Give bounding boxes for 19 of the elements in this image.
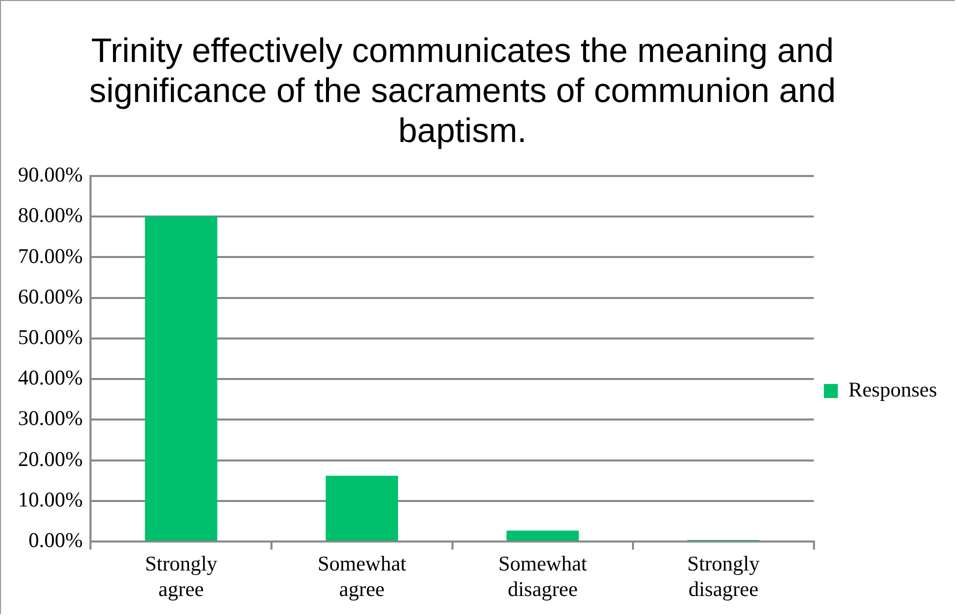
y-tick-label: 30.00% [18, 406, 83, 430]
y-tick-label: 70.00% [18, 244, 83, 268]
y-tick-label: 90.00% [18, 162, 83, 187]
y-tick-label: 80.00% [18, 203, 83, 228]
y-tick-label: 60.00% [18, 284, 83, 308]
y-tick-label: 0.00% [28, 528, 83, 552]
y-tick-label: 20.00% [18, 446, 83, 471]
legend-label: Responses [848, 378, 938, 402]
y-tick-label: 50.00% [18, 325, 83, 350]
x-tick-label: Strongly disagree [687, 552, 760, 601]
x-tick-label: Strongly agree [144, 552, 218, 601]
bar [326, 476, 398, 541]
y-tick-label: 10.00% [18, 487, 83, 512]
bar [506, 530, 579, 541]
bar [144, 216, 218, 541]
chart-title: Trinity effectively communicates the meaning and significance of the sacraments of communion and baptism. [88, 32, 837, 152]
y-tick-label: 40.00% [18, 366, 83, 390]
x-tick-label: Somewhat agree [318, 552, 406, 601]
x-tick-label: Somewhat disagree [498, 552, 588, 601]
